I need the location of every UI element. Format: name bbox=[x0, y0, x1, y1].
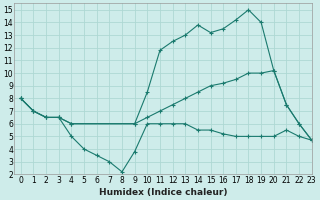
X-axis label: Humidex (Indice chaleur): Humidex (Indice chaleur) bbox=[99, 188, 227, 197]
